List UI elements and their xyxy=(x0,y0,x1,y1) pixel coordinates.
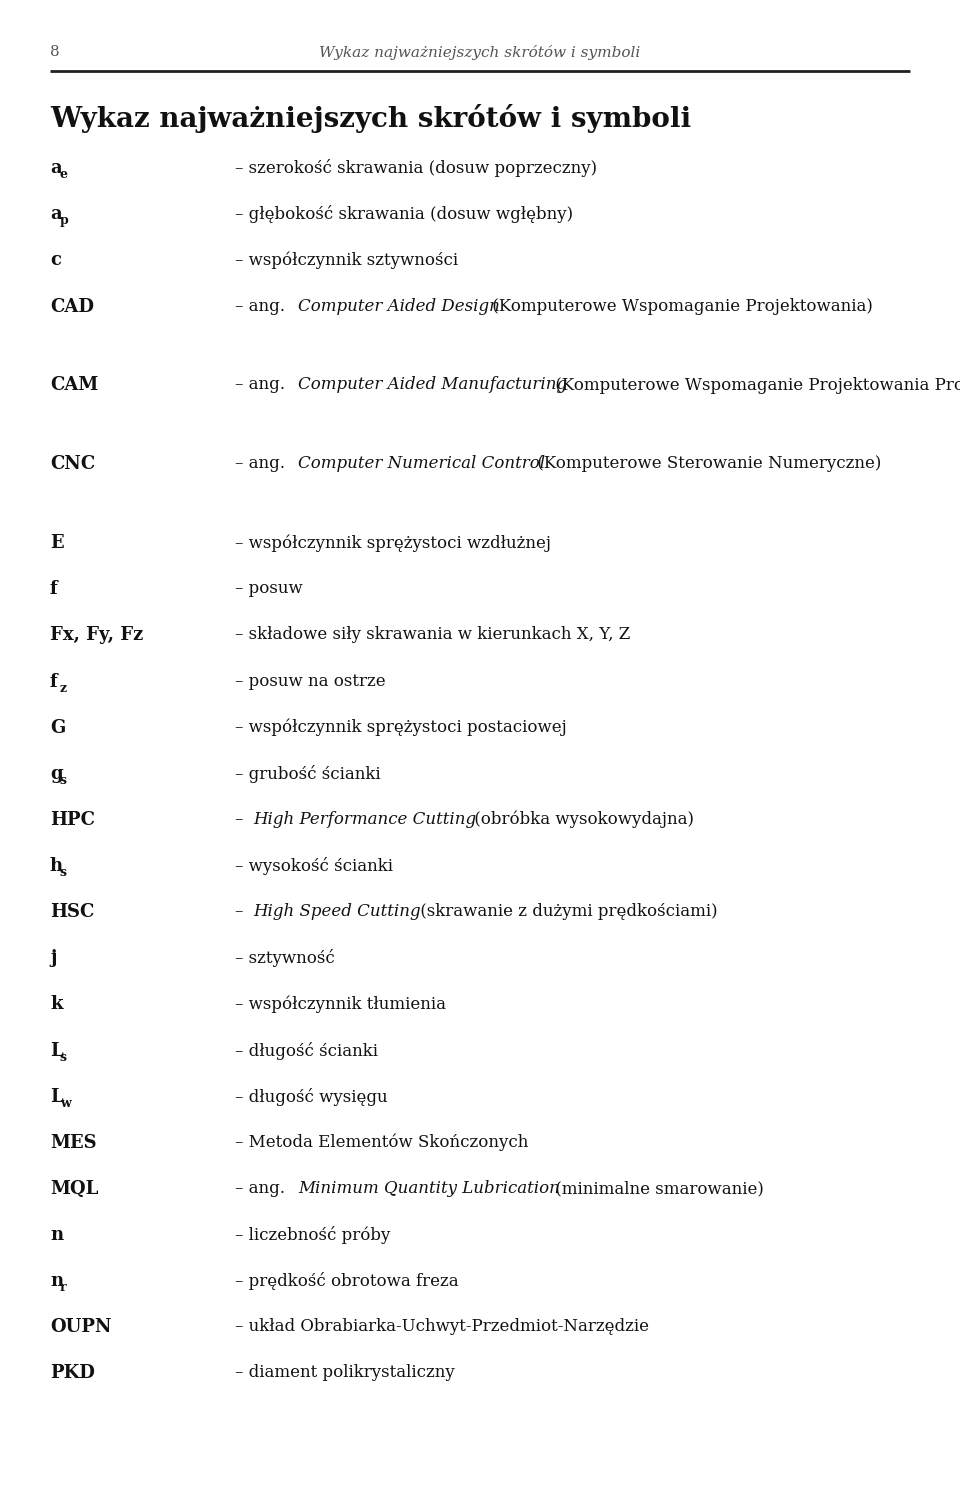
Text: j: j xyxy=(50,949,57,967)
Text: (obróbka wysokowydajna): (obróbka wysokowydajna) xyxy=(469,811,694,829)
Text: n: n xyxy=(50,1272,63,1290)
Text: – składowe siły skrawania w kierunkach X, Y, Z: – składowe siły skrawania w kierunkach X… xyxy=(235,626,631,643)
Text: s: s xyxy=(60,866,66,879)
Text: Computer Aided Design: Computer Aided Design xyxy=(299,298,500,314)
Text: e: e xyxy=(60,168,67,182)
Text: w: w xyxy=(60,1097,70,1110)
Text: Computer Numerical Control: Computer Numerical Control xyxy=(299,455,545,472)
Text: Fx, Fy, Fz: Fx, Fy, Fz xyxy=(50,626,143,644)
Text: – współczynnik sprężystoci postaciowej: – współczynnik sprężystoci postaciowej xyxy=(235,719,567,737)
Text: k: k xyxy=(50,995,62,1013)
Text: – współczynnik tłumienia: – współczynnik tłumienia xyxy=(235,995,446,1013)
Text: – prędkość obrotowa freza: – prędkość obrotowa freza xyxy=(235,1272,459,1290)
Text: Computer Aided Manufacturing: Computer Aided Manufacturing xyxy=(299,376,567,393)
Text: s: s xyxy=(60,1051,66,1064)
Text: – grubość ścianki: – grubość ścianki xyxy=(235,765,381,783)
Text: n: n xyxy=(50,1226,63,1244)
Text: MES: MES xyxy=(50,1134,97,1152)
Text: CAM: CAM xyxy=(50,376,98,394)
Text: a: a xyxy=(50,205,61,223)
Text: Wykaz najważniejszych skrótów i symboli: Wykaz najważniejszych skrótów i symboli xyxy=(320,45,640,60)
Text: Minimum Quantity Lubrication: Minimum Quantity Lubrication xyxy=(299,1180,560,1196)
Text: HSC: HSC xyxy=(50,903,94,921)
Text: s: s xyxy=(60,774,66,787)
Text: – długość ścianki: – długość ścianki xyxy=(235,1042,378,1059)
Text: a: a xyxy=(50,159,61,177)
Text: HPC: HPC xyxy=(50,811,95,829)
Text: L: L xyxy=(50,1042,62,1059)
Text: (Komputerowe Wspomaganie Projektowania Procesów Technologicznych): (Komputerowe Wspomaganie Projektowania P… xyxy=(550,376,960,394)
Text: – układ Obrabiarka-Uchwyt-Przedmiot-Narzędzie: – układ Obrabiarka-Uchwyt-Przedmiot-Narz… xyxy=(235,1318,649,1335)
Text: r: r xyxy=(60,1281,66,1295)
Text: –: – xyxy=(235,903,249,920)
Text: Wykaz najważniejszych skrótów i symboli: Wykaz najważniejszych skrótów i symboli xyxy=(50,104,691,132)
Text: 8: 8 xyxy=(50,45,60,58)
Text: – wysokość ścianki: – wysokość ścianki xyxy=(235,857,394,875)
Text: – głębokość skrawania (dosuw wgłębny): – głębokość skrawania (dosuw wgłębny) xyxy=(235,205,573,223)
Text: (Komputerowe Wspomaganie Projektowania): (Komputerowe Wspomaganie Projektowania) xyxy=(487,298,873,314)
Text: OUPN: OUPN xyxy=(50,1318,111,1336)
Text: – długość wysięgu: – długość wysięgu xyxy=(235,1088,388,1106)
Text: – Metoda Elementów Skończonych: – Metoda Elementów Skończonych xyxy=(235,1134,529,1152)
Text: CNC: CNC xyxy=(50,455,95,473)
Text: – sztywność: – sztywność xyxy=(235,949,335,967)
Text: – współczynnik sztywności: – współczynnik sztywności xyxy=(235,251,458,269)
Text: CAD: CAD xyxy=(50,298,94,315)
Text: –: – xyxy=(235,811,249,827)
Text: h: h xyxy=(50,857,63,875)
Text: (Komputerowe Sterowanie Numeryczne): (Komputerowe Sterowanie Numeryczne) xyxy=(532,455,881,472)
Text: g: g xyxy=(50,765,62,783)
Text: G: G xyxy=(50,719,65,737)
Text: L: L xyxy=(50,1088,62,1106)
Text: High Speed Cutting: High Speed Cutting xyxy=(253,903,420,920)
Text: PKD: PKD xyxy=(50,1364,95,1382)
Text: – współczynnik sprężystoci wzdłużnej: – współczynnik sprężystoci wzdłużnej xyxy=(235,534,551,552)
Text: – posuw na ostrze: – posuw na ostrze xyxy=(235,673,386,689)
Text: – ang.: – ang. xyxy=(235,376,291,393)
Text: – ang.: – ang. xyxy=(235,298,291,314)
Text: (skrawanie z dużymi prędkościami): (skrawanie z dużymi prędkościami) xyxy=(415,903,718,920)
Text: E: E xyxy=(50,534,63,552)
Text: – szerokość skrawania (dosuw poprzeczny): – szerokość skrawania (dosuw poprzeczny) xyxy=(235,159,597,177)
Text: High Performance Cutting: High Performance Cutting xyxy=(253,811,476,827)
Text: f: f xyxy=(50,673,58,690)
Text: z: z xyxy=(60,682,66,695)
Text: – diament polikrystaliczny: – diament polikrystaliczny xyxy=(235,1364,455,1381)
Text: (minimalne smarowanie): (minimalne smarowanie) xyxy=(550,1180,764,1196)
Text: MQL: MQL xyxy=(50,1180,98,1198)
Text: – posuw: – posuw xyxy=(235,580,303,597)
Text: – ang.: – ang. xyxy=(235,1180,291,1196)
Text: c: c xyxy=(50,251,60,269)
Text: f: f xyxy=(50,580,58,598)
Text: – liczebność próby: – liczebność próby xyxy=(235,1226,391,1244)
Text: p: p xyxy=(60,214,68,228)
Text: – ang.: – ang. xyxy=(235,455,291,472)
